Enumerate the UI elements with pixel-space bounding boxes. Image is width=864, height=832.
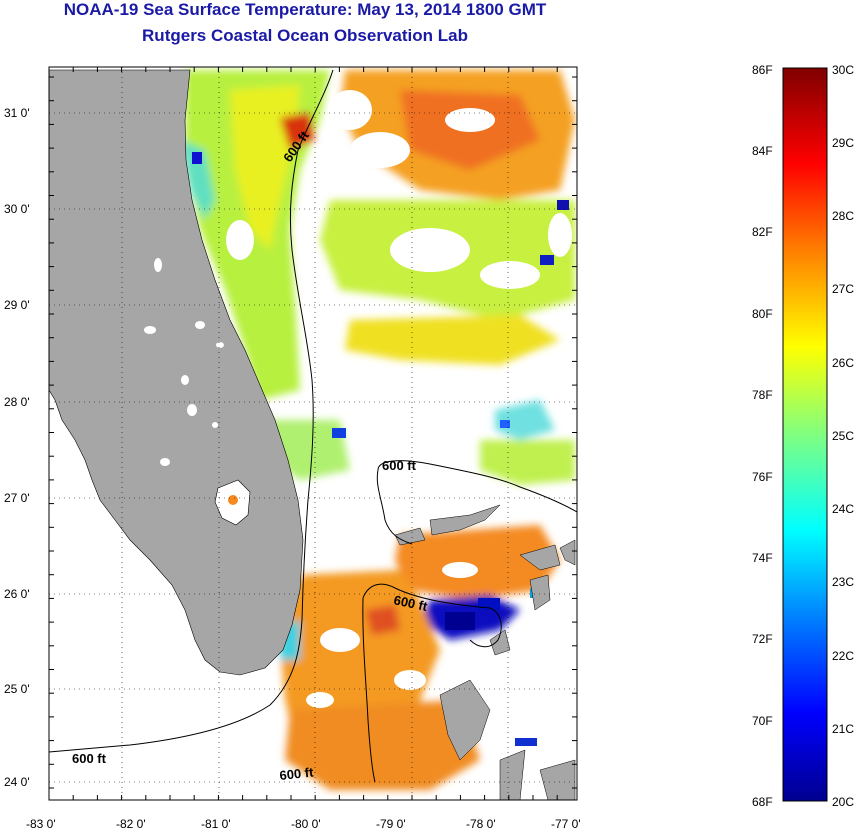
colorbar-c-label: 24C (832, 502, 854, 516)
isobath-florida-shelf (49, 69, 334, 753)
colorbar-gradient (782, 67, 828, 802)
colorbar-f-labels: 86F 84F 82F 80F 78F 76F 74F 72F 70F 68F (752, 63, 773, 809)
colorbar-f-label: 84F (752, 144, 773, 158)
colorbar-f-label: 70F (752, 714, 773, 728)
isobath-contours (49, 69, 577, 783)
sst-patch-orange-south (285, 700, 480, 790)
colorbar-c-label: 29C (832, 136, 854, 150)
colorbar-c-label: 21C (832, 722, 854, 736)
lat-tick-label: 24 0' (4, 775, 30, 789)
lat-tick-label: 27 0' (4, 491, 30, 505)
colorbar-c-label: 23C (832, 575, 854, 589)
isobath-bahamas-west (376, 469, 413, 545)
colorbar-c-label: 22C (832, 649, 854, 663)
sst-data-layer: 600 ft 600 ft 600 ft 600 ft 600 ft (49, 69, 577, 800)
contour-label: 600 ft (392, 592, 429, 614)
bahamas-islands (394, 504, 576, 800)
colorbar-f-label: 86F (752, 63, 773, 77)
lon-tick-label: -83 0' (26, 817, 56, 831)
colorbar-c-label: 28C (832, 209, 854, 223)
lat-tick-label: 26 0' (4, 587, 30, 601)
lat-tick-label: 28 0' (4, 395, 30, 409)
colorbar: 86F 84F 82F 80F 78F 76F 74F 72F 70F 68F … (752, 63, 854, 809)
lat-tick-label: 30 0' (4, 202, 30, 216)
isobath-labels: 600 ft 600 ft 600 ft 600 ft 600 ft (72, 128, 429, 783)
isobath-straits-south (362, 597, 376, 783)
lat-tick-label: 31 0' (4, 106, 30, 120)
colorbar-f-label: 80F (752, 307, 773, 321)
sst-patch-orange-bahamas (395, 525, 560, 600)
contour-label: 600 ft (382, 458, 417, 473)
contour-label: 600 ft (279, 764, 315, 783)
map-border (48, 66, 578, 801)
sst-patch-yellow-shelf (230, 85, 300, 250)
latitude-labels: 31 0' 30 0' 29 0' 28 0' 27 0' 26 0' 25 0… (4, 106, 30, 789)
lon-tick-label: -80 0' (291, 817, 321, 831)
florida-land (49, 69, 304, 676)
contour-label: 600 ft (72, 751, 107, 766)
colorbar-f-label: 82F (752, 225, 773, 239)
sst-patch-cyan-east (495, 400, 555, 440)
sst-patch-cyan-coast (180, 140, 215, 220)
colorbar-f-label: 72F (752, 632, 773, 646)
lon-tick-label: -77 0' (551, 817, 581, 831)
inland-lakes (144, 258, 224, 466)
lon-tick-label: -78 0' (466, 817, 496, 831)
lat-tick-label: 29 0' (4, 298, 30, 312)
longitude-labels: -83 0' -82 0' -81 0' -80 0' -79 0' -78 0… (26, 817, 581, 831)
colorbar-f-label: 68F (752, 795, 773, 809)
colorbar-f-label: 78F (752, 388, 773, 402)
isobath-tongue (362, 583, 502, 648)
lon-tick-label: -79 0' (376, 817, 406, 831)
colorbar-c-label: 26C (832, 356, 854, 370)
colorbar-f-label: 74F (752, 551, 773, 565)
lat-lon-grid (49, 67, 577, 800)
map-title: NOAA-19 Sea Surface Temperature: May 13,… (63, 0, 547, 19)
lat-tick-label: 25 0' (4, 682, 30, 696)
colorbar-c-label: 30C (832, 63, 854, 77)
axis-ticks (48, 67, 577, 800)
colorbar-c-labels: 30C 29C 28C 27C 26C 25C 24C 23C 22C 21C … (832, 63, 854, 809)
sst-patch-green-east (480, 440, 575, 485)
sst-patch-red-spot1 (280, 112, 315, 150)
colorbar-c-label: 20C (832, 795, 854, 809)
colorbar-c-label: 27C (832, 282, 854, 296)
cloud-mask (226, 90, 572, 708)
colorbar-c-label: 25C (832, 429, 854, 443)
sst-patch-yellow-mid (345, 315, 560, 365)
map-subtitle: Rutgers Coastal Ocean Observation Lab (142, 26, 468, 45)
isobath-bahamas-north (377, 460, 577, 513)
colorbar-f-label: 76F (752, 470, 773, 484)
lon-tick-label: -82 0' (116, 817, 146, 831)
lon-tick-label: -81 0' (201, 817, 231, 831)
sst-patch-red-straits (365, 605, 400, 635)
